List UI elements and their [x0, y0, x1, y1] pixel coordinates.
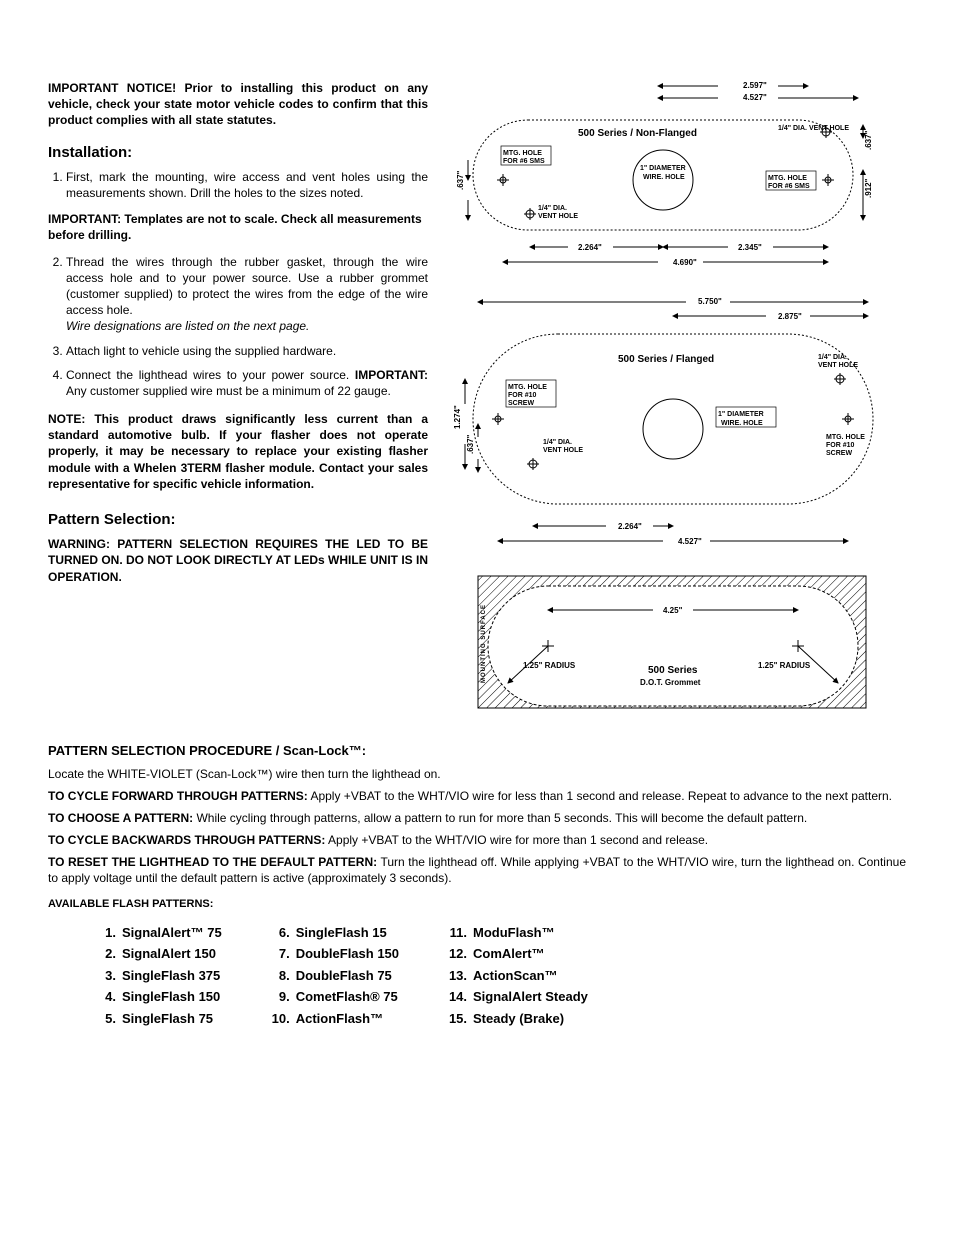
fl-dim-top-full: 5.750" — [698, 297, 722, 306]
note-block: NOTE: This product draws significantly l… — [48, 411, 428, 492]
proc-forward-lead: TO CYCLE FORWARD THROUGH PATTERNS: — [48, 789, 308, 803]
procedure-backward: TO CYCLE BACKWARDS THROUGH PATTERNS: App… — [48, 832, 906, 848]
dim-bot-full: 4.690" — [673, 258, 697, 267]
fl-dim-bot-left: 2.264" — [618, 522, 642, 531]
proc-choose-lead: TO CHOOSE A PATTERN: — [48, 811, 193, 825]
mtg-left-label: MTG. HOLE FOR #6 SMS — [503, 150, 545, 165]
pattern-item: 12.ComAlert™ — [439, 945, 588, 963]
gr-surface: MOUNTING SURFACE — [481, 604, 487, 683]
pattern-item: 1.SignalAlert™ 75 — [88, 924, 222, 942]
install-step-4: Connect the lighthead wires to your powe… — [66, 367, 428, 399]
pattern-item: 5.SingleFlash 75 — [88, 1010, 222, 1028]
pattern-item: 2.SignalAlert 150 — [88, 945, 222, 963]
vent-bl-label: 1/4" DIA. VENT HOLE — [538, 205, 578, 220]
diagrams: 2.597" 4.527" 500 Series / Non-Flanged 1… — [448, 80, 906, 718]
installation-title: Installation: — [48, 143, 428, 163]
proc-backward-lead: TO CYCLE BACKWARDS THROUGH PATTERNS: — [48, 833, 325, 847]
gr-title2: D.O.T. Grommet — [640, 678, 701, 687]
install-step1-warning: IMPORTANT: Templates are not to scale. C… — [48, 211, 428, 243]
install-step-4-text: Connect the lighthead wires to your powe… — [66, 368, 349, 382]
pattern-item: 9.CometFlash® 75 — [262, 988, 399, 1006]
procedure-reset: TO RESET THE LIGHTHEAD TO THE DEFAULT PA… — [48, 854, 906, 886]
proc-backward-rest: Apply +VBAT to the WHT/VIO wire for more… — [325, 833, 708, 847]
dim-bot-left: 2.264" — [578, 243, 602, 252]
fl-dim-left-b: .637" — [466, 434, 475, 454]
procedure-title: PATTERN SELECTION PROCEDURE / Scan-Lock™… — [48, 742, 906, 760]
diagram-grommet: 4.25" 1.25" RADIUS 1.25" RADIUS 500 Seri… — [448, 568, 878, 718]
flanged-title: 500 Series / Flanged — [618, 354, 714, 365]
installation-steps-cont: Thread the wires through the rubber gask… — [48, 254, 428, 400]
proc-forward-rest: Apply +VBAT to the WHT/VIO wire for less… — [308, 789, 892, 803]
fl-mtg-left: MTG. HOLE FOR #10 SCREW — [508, 384, 549, 407]
dim-top-full: 4.527" — [743, 93, 767, 102]
dim-bot-right: 2.345" — [738, 243, 762, 252]
pattern-item: 6.SingleFlash 15 — [262, 924, 399, 942]
procedure-intro: Locate the WHITE-VIOLET (Scan-Lock™) wir… — [48, 766, 906, 782]
important-notice: IMPORTANT NOTICE! Prior to installing th… — [48, 80, 428, 129]
pattern-item: 10.ActionFlash™ — [262, 1010, 399, 1028]
pattern-item: 11.ModuFlash™ — [439, 924, 588, 942]
dim-right-a: .637" — [864, 130, 873, 150]
gr-dim-center: 4.25" — [663, 606, 683, 615]
pattern-item: 15.Steady (Brake) — [439, 1010, 588, 1028]
install-step-2: Thread the wires through the rubber gask… — [66, 254, 428, 335]
patterns-col-1: 1.SignalAlert™ 75 2.SignalAlert 150 3.Si… — [88, 924, 222, 1032]
dim-left: .637" — [456, 170, 465, 190]
diagram-nonflanged: 2.597" 4.527" 500 Series / Non-Flanged 1… — [448, 80, 878, 280]
fl-wirehole: 1" DIAMETER WIRE. HOLE — [718, 411, 766, 427]
fl-vent-tr: 1/4" DIA. VENT HOLE — [818, 354, 858, 369]
fl-dim-bot-full: 4.527" — [678, 537, 702, 546]
dim-top-a: 2.597" — [743, 81, 767, 90]
gr-title1: 500 Series — [648, 665, 698, 676]
fl-mtg-right: MTG. HOLE FOR #10 SCREW — [826, 434, 867, 457]
patterns-columns: 1.SignalAlert™ 75 2.SignalAlert 150 3.Si… — [48, 924, 906, 1032]
installation-steps: First, mark the mounting, wire access an… — [48, 169, 428, 201]
pattern-item: 4.SingleFlash 150 — [88, 988, 222, 1006]
vent-tr-label: 1/4" DIA. VENT HOLE — [778, 125, 849, 132]
install-step-4-rest: Any customer supplied wire must be a min… — [66, 384, 391, 398]
pattern-item: 13.ActionScan™ — [439, 967, 588, 985]
mtg-right-label: MTG. HOLE FOR #6 SMS — [768, 175, 810, 190]
fl-dim-left-a: 1.274" — [453, 405, 462, 429]
install-step-1: First, mark the mounting, wire access an… — [66, 169, 428, 201]
pattern-item: 3.SingleFlash 375 — [88, 967, 222, 985]
install-step-3: Attach light to vehicle using the suppli… — [66, 343, 428, 359]
pattern-item: 14.SignalAlert Steady — [439, 988, 588, 1006]
gr-radius-right: 1.25" RADIUS — [758, 661, 811, 670]
diagram-flanged: 5.750" 2.875" 500 Series / Flanged 1/4" … — [448, 294, 878, 554]
install-step-4-lead: IMPORTANT: — [355, 368, 428, 382]
fl-dim-top-right: 2.875" — [778, 312, 802, 321]
install-step-2-text: Thread the wires through the rubber gask… — [66, 255, 428, 318]
proc-reset-lead: TO RESET THE LIGHTHEAD TO THE DEFAULT PA… — [48, 855, 377, 869]
wirehole-label: 1" DIAMETER WIRE. HOLE — [640, 165, 688, 181]
patterns-col-2: 6.SingleFlash 15 7.DoubleFlash 150 8.Dou… — [262, 924, 399, 1032]
install-step-2-note: Wire designations are listed on the next… — [66, 319, 309, 333]
procedure-forward: TO CYCLE FORWARD THROUGH PATTERNS: Apply… — [48, 788, 906, 804]
fl-vent-bl: 1/4" DIA. VENT HOLE — [543, 439, 583, 454]
pattern-item: 8.DoubleFlash 75 — [262, 967, 399, 985]
pattern-selection-title: Pattern Selection: — [48, 510, 428, 530]
procedure-choose: TO CHOOSE A PATTERN: While cycling throu… — [48, 810, 906, 826]
available-patterns-title: AVAILABLE FLASH PATTERNS: — [48, 897, 906, 912]
pattern-selection-warning: WARNING: PATTERN SELECTION REQUIRES THE … — [48, 536, 428, 585]
proc-choose-rest: While cycling through patterns, allow a … — [193, 811, 807, 825]
patterns-col-3: 11.ModuFlash™ 12.ComAlert™ 13.ActionScan… — [439, 924, 588, 1032]
dim-right-b: .912" — [864, 178, 873, 198]
pattern-item: 7.DoubleFlash 150 — [262, 945, 399, 963]
nonflanged-title: 500 Series / Non-Flanged — [578, 128, 697, 139]
